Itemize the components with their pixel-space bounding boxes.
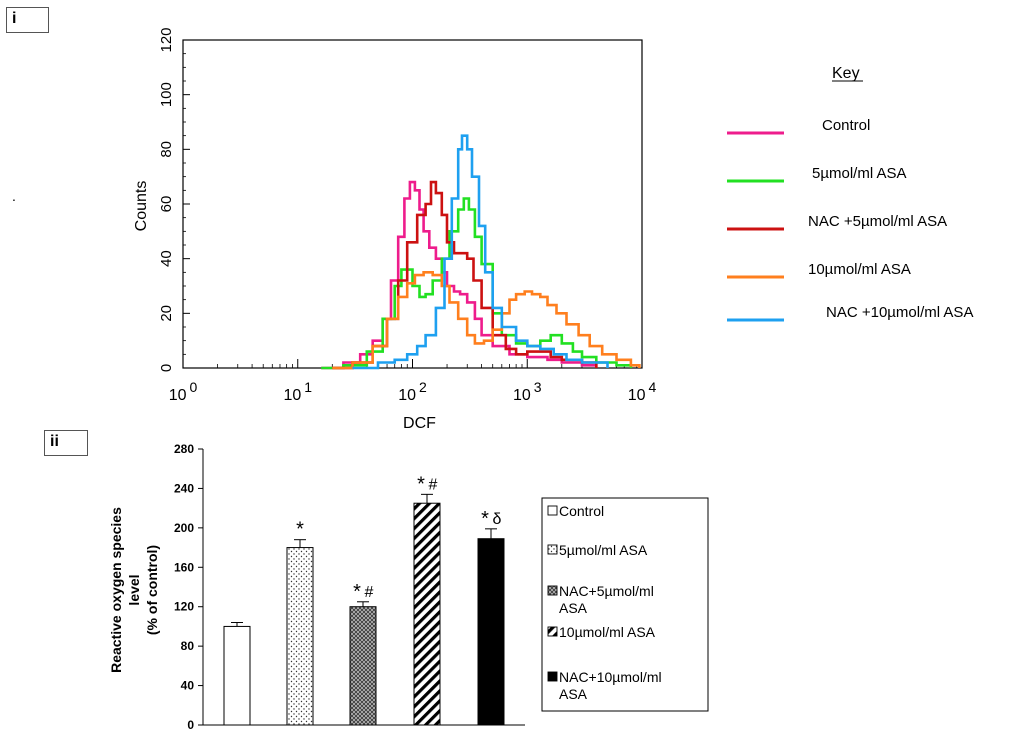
significance-star-4: *	[481, 508, 489, 530]
bar-y-axis-label-line: level	[126, 574, 142, 605]
bar-y-tick-label: 40	[181, 679, 195, 693]
significance-mark-2: #	[365, 584, 374, 601]
x-axis-label: DCF	[403, 415, 436, 432]
panel-label-i: i	[6, 7, 49, 33]
bar-4	[477, 538, 505, 726]
y-tick-label: 40	[158, 250, 175, 267]
bar-legend-label-2: ASA	[559, 600, 588, 616]
series-line-4	[352, 134, 609, 370]
x-tick-label: 10 0	[169, 379, 198, 404]
x-tick-label: 10 1	[283, 379, 312, 404]
significance-star-3: *	[417, 473, 425, 495]
bar-y-tick-label: 200	[174, 521, 194, 535]
y-tick-label: 60	[158, 196, 175, 213]
bar-legend-swatch-4	[547, 671, 558, 682]
significance-mark-3: #	[429, 476, 438, 493]
y-axis-label: Counts	[133, 181, 150, 232]
bar-y-tick-label: 80	[181, 639, 195, 653]
bar-legend-box	[541, 497, 709, 712]
y-tick-label: 0	[158, 364, 175, 372]
y-tick-label: 120	[158, 27, 175, 52]
bar-legend-label-2: NAC+5µmol/ml	[559, 583, 654, 599]
series-line-2	[332, 180, 598, 370]
stray-dot: .	[12, 188, 16, 204]
bar-legend-swatch-3	[547, 626, 558, 637]
bar-y-axis-label-line: Reactive oxygen species	[108, 507, 124, 673]
histogram-frame	[182, 39, 643, 369]
bar-legend-swatch-0	[547, 505, 558, 516]
bar-legend-swatch-1	[547, 544, 558, 555]
bar-legend-label-1: 5µmol/ml ASA	[559, 542, 648, 558]
bar-legend-label-4: NAC+10µmol/ml	[559, 669, 662, 685]
bar-y-tick-label: 280	[174, 442, 194, 456]
bar-1	[286, 547, 314, 726]
legend-label-4: NAC +10µmol/ml ASA	[826, 304, 973, 321]
bar-legend-label-3: 10µmol/ml ASA	[559, 624, 656, 640]
legend-label-1: 5µmol/ml ASA	[812, 165, 907, 182]
bar-y-tick-label: 160	[174, 560, 194, 574]
bar-legend-swatch-2	[547, 585, 558, 596]
bar-legend-label-4: ASA	[559, 686, 588, 702]
legend-label-3: 10µmol/ml ASA	[808, 261, 911, 278]
x-tick-label: 10 2	[398, 379, 427, 404]
legend-label-2: NAC +5µmol/ml ASA	[808, 213, 947, 230]
x-tick-label: 10 3	[513, 379, 542, 404]
significance-star-1: *	[296, 519, 304, 541]
bar-0	[223, 625, 251, 726]
significance-mark-4: δ	[493, 511, 502, 528]
legend-title: Key	[832, 65, 860, 82]
bar-2	[349, 606, 377, 726]
bar-3	[413, 502, 441, 726]
bar-y-tick-label: 120	[174, 600, 194, 614]
legend-label-0: Control	[822, 117, 870, 134]
significance-star-2: *	[353, 581, 361, 603]
panel-label-i-text: i	[12, 10, 17, 27]
panel-label-ii-text: ii	[50, 433, 59, 450]
x-tick-label: 10 4	[628, 379, 657, 404]
y-tick-label: 20	[158, 305, 175, 322]
bar-y-axis-label-line: (% of control)	[144, 545, 160, 635]
bar-legend-label-0: Control	[559, 503, 604, 519]
bar-y-tick-label: 0	[187, 718, 194, 732]
bar-y-tick-label: 240	[174, 481, 194, 495]
series-line-1	[321, 197, 633, 370]
series-line-3	[332, 271, 641, 370]
panel-label-ii: ii	[44, 430, 88, 456]
y-tick-label: 100	[158, 82, 175, 107]
y-tick-label: 80	[158, 141, 175, 158]
